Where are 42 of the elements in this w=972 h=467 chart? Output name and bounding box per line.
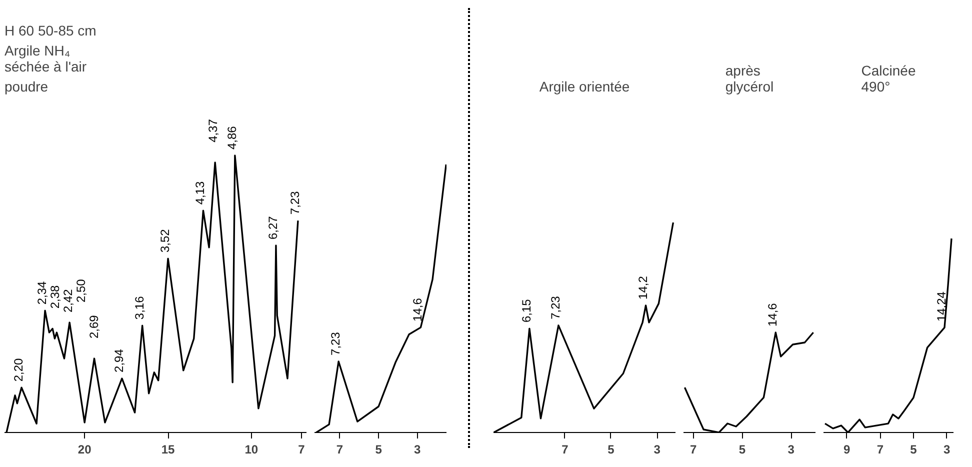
annotation: 4,37 (206, 118, 220, 142)
annotation: 2,34 (35, 280, 50, 305)
x-tick-label: 3 (654, 442, 661, 456)
x-tick-label: 5 (608, 442, 615, 456)
chart-title: Argile orientée (539, 78, 630, 94)
annotation: 2,50 (74, 278, 88, 303)
x-tick-label: 7 (298, 442, 306, 456)
chart-title: Calcinée 490° (861, 62, 916, 94)
annotation: 14,6 (766, 302, 780, 326)
annotation: 2,20 (12, 358, 26, 382)
annotation: 3,16 (132, 296, 146, 320)
text: poudre (4, 78, 48, 94)
x-tick-label: 9 (843, 442, 850, 456)
annotation: 6,27 (266, 216, 280, 240)
annotation: 2,42 (61, 288, 76, 313)
annotation: 2,38 (48, 284, 62, 309)
x-tick-label: 5 (910, 442, 918, 456)
annotation: 14,6 (410, 298, 425, 322)
x-tick-label: 3 (414, 442, 422, 456)
x-tick-label: 7 (336, 442, 344, 456)
annotation: 2,94 (112, 348, 126, 372)
x-tick-label: 7 (876, 442, 884, 456)
x-tick-label: 3 (788, 442, 795, 456)
x-tick-label: 5 (375, 442, 382, 456)
annotation: 7,23 (288, 190, 302, 215)
annotation: 7,23 (328, 332, 343, 356)
x-tick-label: 3 (943, 442, 950, 456)
annotation: 7,23 (548, 296, 562, 320)
annotation: 3,52 (158, 228, 172, 253)
annotation: 4,13 (193, 180, 208, 205)
x-tick-label: 20 (78, 442, 92, 456)
annotation: 14,2 (636, 276, 650, 300)
x-tick-label: 7 (690, 442, 697, 456)
x-tick-label: 7 (562, 442, 569, 456)
annotation: 4,86 (224, 126, 239, 150)
annotation: 2,69 (87, 314, 102, 339)
x-tick-label: 10 (244, 442, 258, 456)
chart-title: H 60 50-85 cm (4, 22, 96, 38)
annotation: 6,15 (519, 298, 534, 323)
x-tick-label: 15 (161, 442, 176, 456)
x-tick-label: 5 (738, 442, 746, 456)
chart-title: après glycérol (725, 62, 774, 94)
